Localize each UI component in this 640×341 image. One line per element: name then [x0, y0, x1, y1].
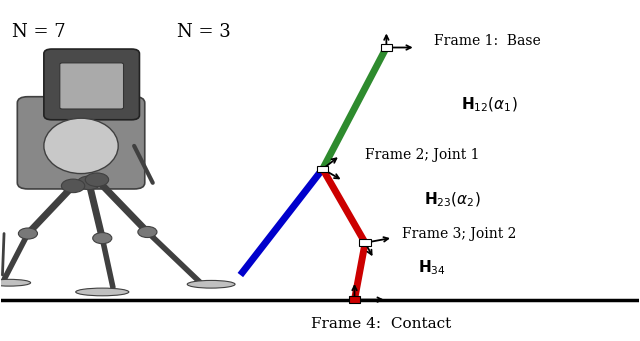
Text: Frame 3; Joint 2: Frame 3; Joint 2: [403, 226, 516, 240]
Text: $\mathbf{H}_{12}(\alpha_1)$: $\mathbf{H}_{12}(\alpha_1)$: [461, 96, 518, 114]
Bar: [359, 239, 371, 246]
Ellipse shape: [44, 118, 118, 174]
Text: Frame 4:  Contact: Frame 4: Contact: [311, 317, 451, 331]
Text: N = 7: N = 7: [12, 23, 66, 41]
Text: Frame 1:  Base: Frame 1: Base: [434, 34, 541, 48]
Bar: [381, 44, 392, 51]
Bar: [317, 166, 328, 172]
Ellipse shape: [0, 279, 31, 286]
Text: N = 3: N = 3: [177, 23, 230, 41]
Ellipse shape: [188, 280, 235, 288]
Circle shape: [138, 226, 157, 238]
FancyBboxPatch shape: [60, 63, 124, 109]
Circle shape: [93, 233, 112, 244]
Text: Frame 2; Joint 1: Frame 2; Joint 1: [365, 148, 479, 162]
FancyBboxPatch shape: [17, 97, 145, 189]
Circle shape: [77, 176, 100, 190]
Circle shape: [61, 179, 84, 193]
Text: $\mathbf{H}_{23}(\alpha_2)$: $\mathbf{H}_{23}(\alpha_2)$: [424, 191, 481, 209]
Ellipse shape: [76, 288, 129, 296]
FancyBboxPatch shape: [44, 49, 140, 120]
Circle shape: [19, 228, 38, 239]
Circle shape: [85, 173, 109, 187]
Text: $\mathbf{H}_{34}$: $\mathbf{H}_{34}$: [418, 259, 446, 278]
Bar: [349, 296, 360, 303]
